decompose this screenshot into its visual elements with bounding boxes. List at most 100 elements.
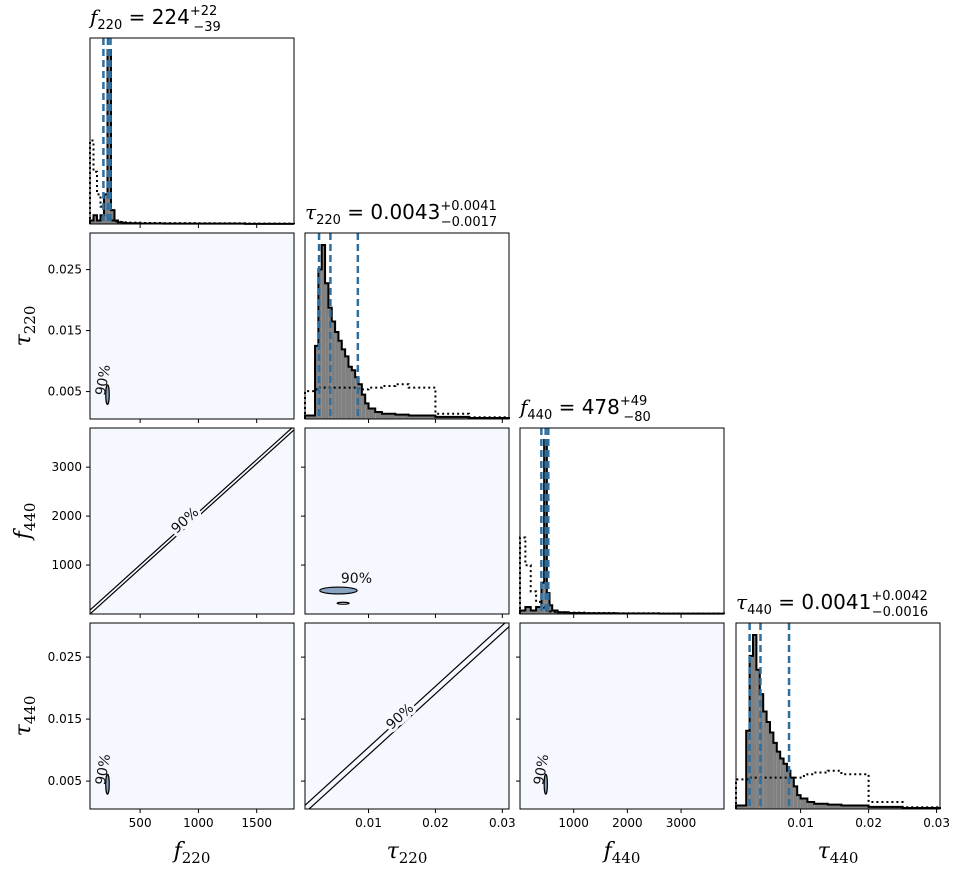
- posterior-bar: [520, 610, 526, 614]
- posterior-bar: [381, 413, 396, 419]
- panel-frame: [89, 427, 295, 615]
- posterior-bar: [773, 742, 777, 809]
- panel-frame: [89, 37, 295, 225]
- axis-symbol: τ: [818, 839, 831, 864]
- posterior-bar: [103, 194, 108, 224]
- title-value: = 0.0043: [341, 200, 440, 224]
- posterior-bar: [331, 321, 336, 419]
- title-plus: +0.0041: [440, 199, 496, 214]
- contour-90: [105, 384, 110, 405]
- contour-panel-f440-tau440: 90%: [519, 622, 725, 810]
- contour-90-lower: [90, 429, 294, 614]
- panel-background: [520, 623, 724, 809]
- posterior-bar: [746, 730, 750, 809]
- posterior-bar: [756, 669, 760, 809]
- posterior-bar: [348, 366, 352, 419]
- posterior-bar: [395, 414, 409, 419]
- posterior-bar: [793, 786, 798, 809]
- contour-panel-f220-tau440: 90%: [89, 622, 295, 810]
- panel-frame: [304, 427, 510, 615]
- posterior-bar: [345, 356, 349, 419]
- y-tick-label: 1000: [51, 558, 82, 572]
- posterior-bar: [868, 806, 903, 809]
- posterior-bar: [753, 635, 757, 809]
- title-plus: +0.0042: [871, 589, 927, 604]
- posterior-bar: [93, 215, 97, 224]
- x-tick-label: 0.03: [923, 816, 950, 830]
- contour-90-upper: [90, 428, 293, 611]
- posterior-bar: [797, 795, 801, 809]
- posterior-bar: [341, 349, 346, 419]
- posterior-bar: [325, 283, 329, 419]
- title-plus: +22: [190, 4, 217, 19]
- title-subscript: 220: [97, 18, 122, 33]
- posterior-bar: [800, 798, 808, 809]
- posterior-bar: [541, 582, 545, 614]
- posterior-bar: [435, 416, 469, 419]
- posterior-bar: [759, 694, 764, 809]
- title-value: = 478: [552, 395, 620, 419]
- posterior-bar: [776, 751, 781, 809]
- x-tick-label: 0.02: [855, 816, 882, 830]
- contour-panel-tau220-tau440: 90%: [304, 622, 510, 810]
- y-tick-label: 0.005: [48, 774, 82, 788]
- panel-frame: [519, 622, 725, 810]
- panel-frame: [89, 622, 295, 810]
- y-axis-label: τ440: [11, 696, 39, 737]
- x-tick-label: 1000: [183, 816, 214, 830]
- title-symbol: τ: [736, 590, 748, 614]
- axis-subscript: 440: [21, 696, 39, 725]
- hist-panel-f220: f220 = 224+22 −39: [88, 4, 295, 225]
- panel-title: τ440 = 0.0041+0.0042 −0.0016: [736, 589, 928, 620]
- contour-layer: 90%: [531, 753, 552, 795]
- title-value: = 224: [122, 5, 190, 29]
- title-plus: +49: [620, 394, 647, 409]
- hist-panel-f440: f440 = 478+49 −80: [518, 394, 725, 615]
- panel-background: [90, 233, 294, 419]
- panel-background: [520, 428, 724, 614]
- y-axis-label: f440: [11, 503, 39, 542]
- hist-panel-tau220: τ220 = 0.0043+0.0041 −0.0017: [304, 199, 510, 420]
- contour-90-upper: [305, 623, 506, 806]
- axis-subscript: 220: [21, 306, 39, 335]
- contour-panel-f220-f440: 90%: [89, 427, 295, 615]
- contour-label: 90%: [93, 363, 114, 396]
- contour-90-lower: [308, 626, 509, 809]
- contour-90: [336, 601, 350, 605]
- x-tick-label: 1500: [241, 816, 272, 830]
- posterior-bar: [814, 803, 828, 809]
- x-axis-label: τ220: [387, 839, 428, 867]
- y-tick-label: 0.025: [48, 263, 82, 277]
- posterior-bar: [321, 245, 326, 419]
- posterior-bar: [736, 805, 747, 809]
- panel-frame: [304, 232, 510, 420]
- posterior-bar: [827, 804, 842, 809]
- posterior-bar: [780, 758, 784, 809]
- contour-90: [319, 586, 358, 595]
- panel-title: f220 = 224+22 −39: [88, 4, 221, 35]
- posterior-bar: [763, 711, 767, 809]
- x-tick-label: 1000: [558, 816, 589, 830]
- posterior-bar: [368, 408, 376, 419]
- title-minus: −39: [193, 20, 220, 35]
- panel-frame: [519, 427, 725, 615]
- posterior-step-line: [735, 634, 941, 809]
- posterior-bar: [841, 805, 869, 809]
- posterior-bar: [107, 50, 111, 224]
- contour-panel-tau220-f440: 90%: [304, 427, 510, 615]
- posterior-bar: [351, 370, 356, 419]
- panel-background: [305, 428, 509, 614]
- x-tick-label: 0.02: [422, 816, 449, 830]
- axis-symbol: τ: [11, 723, 36, 736]
- posterior-bar: [536, 607, 542, 614]
- posterior-step-line: [304, 244, 510, 419]
- axis-subscript: 220: [182, 849, 211, 867]
- title-minus: −0.0017: [441, 215, 497, 230]
- x-axis-label: τ440: [818, 839, 859, 867]
- axis-symbol: τ: [387, 839, 400, 864]
- panel-frame: [304, 622, 510, 810]
- posterior-bar: [361, 394, 366, 419]
- panel-frame: [735, 622, 941, 810]
- panel-background: [90, 623, 294, 809]
- title-subscript: 220: [316, 213, 341, 228]
